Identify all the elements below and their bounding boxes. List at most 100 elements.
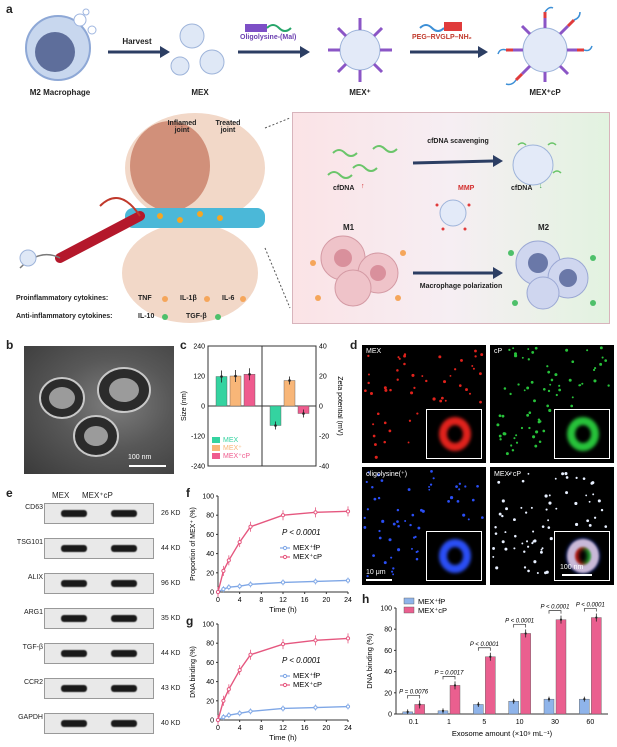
p-value-annotation: P < 0.0001: [282, 656, 321, 665]
data-point: [313, 510, 318, 515]
fluorescent-dot: [531, 542, 534, 545]
data-point: [215, 589, 221, 595]
fluorescent-dot: [496, 423, 500, 427]
data-point: [248, 652, 253, 657]
panel-label-h: h: [362, 592, 370, 606]
fluorescent-dot: [398, 357, 401, 360]
wb-protein: CD63: [25, 504, 43, 511]
m1-label: M1: [343, 223, 355, 232]
fluorescent-dot: [570, 404, 574, 408]
y-tick-label: 20: [206, 698, 214, 705]
fluorescent-dot: [383, 561, 387, 565]
y2-axis-label: Zeta potential (mV): [336, 376, 343, 436]
tgfb-label: TGF-β: [186, 313, 207, 320]
fluorescent-dot: [411, 547, 413, 550]
fluorescent-dot: [511, 449, 515, 452]
fluorescent-dot: [592, 368, 596, 372]
data-point: [280, 580, 286, 585]
y-tick-label: 80: [384, 627, 392, 634]
data-point: [280, 706, 286, 711]
data-point: [221, 587, 226, 592]
fluorescent-dot: [474, 355, 477, 358]
x-tick-label: 12: [279, 725, 287, 732]
data-point: [524, 632, 527, 635]
fluorescent-dot: [497, 480, 501, 484]
fluorescent-dot: [495, 566, 499, 569]
il6-label: IL-6: [222, 295, 235, 302]
data-point: [280, 642, 286, 647]
fluorescent-dot: [492, 547, 495, 550]
fluorescent-dot: [501, 414, 505, 418]
legend-marker: [282, 673, 288, 679]
fluorescent-dot: [517, 383, 520, 386]
chart-f: 0 20 40 60 80 100 0 4 8 12 16 20 24 Time (h) Proportio…: [190, 494, 352, 615]
fluorescent-dot: [501, 514, 504, 518]
fluorescent-dot: [578, 384, 581, 387]
fluorescent-dot: [544, 571, 547, 575]
fluorescent-dot: [419, 508, 423, 512]
mechanism-box: cfDNA scavenging cfDNA ↑ cfDNA ↓ MMP M1 …: [292, 112, 610, 324]
micro-oligolysine-inset: [426, 531, 482, 581]
fluorescent-dot: [467, 518, 470, 521]
legend-label: MEX⁺fP: [418, 597, 445, 606]
fluorescent-dot: [373, 443, 377, 446]
fluorescent-dot: [521, 542, 524, 545]
x-tick-label: 16: [301, 597, 309, 604]
legend-label: MEX⁺: [223, 445, 242, 452]
fluorescent-dot: [397, 524, 400, 528]
y-tick-label: 0: [210, 590, 214, 597]
fluorescent-dot: [397, 356, 400, 359]
data-point: [237, 584, 242, 589]
fluorescent-dot: [365, 480, 368, 484]
data-point: [280, 513, 286, 518]
fluorescent-dot: [480, 353, 484, 357]
fluorescent-dot: [581, 382, 584, 385]
p-value-annotation: P < 0.0001: [282, 528, 321, 537]
micro-oligolysine-dots: [363, 469, 484, 578]
x-tick-label: 20: [322, 597, 330, 604]
fluorescent-dot: [594, 367, 597, 370]
x-tick-label: 12: [279, 597, 287, 604]
micro-cp-label: cP: [494, 348, 503, 355]
data-point: [302, 412, 305, 415]
fluorescent-dot: [527, 569, 530, 573]
micro-mex-inset: [426, 409, 482, 459]
fluorescent-dot: [527, 348, 530, 350]
micro-cp: cP: [490, 345, 614, 463]
fluorescent-dot: [411, 373, 415, 377]
micro-merged: MEX⁺cP 100 nm: [490, 467, 614, 585]
fluorescent-dot: [403, 362, 406, 366]
cfdna-strands-icon: [327, 145, 398, 179]
mechanism-graphics: [310, 142, 596, 310]
x-axis-label: Time (h): [269, 605, 297, 614]
western-blot: CD63 26 KD TSG101 44 KD ALIX 96 KD ARG1 …: [17, 503, 244, 743]
fluorescent-dot: [515, 441, 519, 444]
il1b-label: IL-1β: [180, 295, 197, 302]
fluorescent-dot: [444, 399, 447, 402]
fluorescent-dot: [564, 472, 568, 476]
fluorescent-dot: [503, 387, 507, 390]
fluorescent-dot: [458, 384, 462, 387]
data-point: [406, 710, 409, 713]
fluorescent-dot: [547, 519, 550, 522]
scale-bar-right: [562, 574, 592, 576]
fluorescent-dot: [565, 476, 569, 479]
fluorescent-dot: [588, 500, 591, 503]
fluorescent-dot: [501, 540, 505, 544]
fluorescent-dot: [545, 508, 548, 511]
chart-g: 0 20 40 60 80 100 0 4 8 12 16 20 24 Time (h) DNA bindi…: [190, 622, 352, 743]
fluorescent-dot: [526, 540, 529, 543]
data-point: [583, 698, 586, 701]
fluorescent-dot: [372, 434, 376, 438]
fluorescent-dot: [363, 526, 367, 529]
y-tick-label: 0: [201, 404, 205, 411]
fluorescent-dot: [504, 547, 508, 551]
x-tick-label: 10: [516, 719, 524, 726]
red-ring-icon: [439, 417, 471, 451]
fluorescent-dot: [513, 352, 517, 356]
y-axis-label: Size (nm): [181, 391, 188, 421]
fluorescent-dot: [416, 412, 419, 415]
data-point: [248, 372, 251, 376]
fluorescent-dot: [599, 362, 603, 366]
fluorescent-dot: [404, 519, 407, 522]
